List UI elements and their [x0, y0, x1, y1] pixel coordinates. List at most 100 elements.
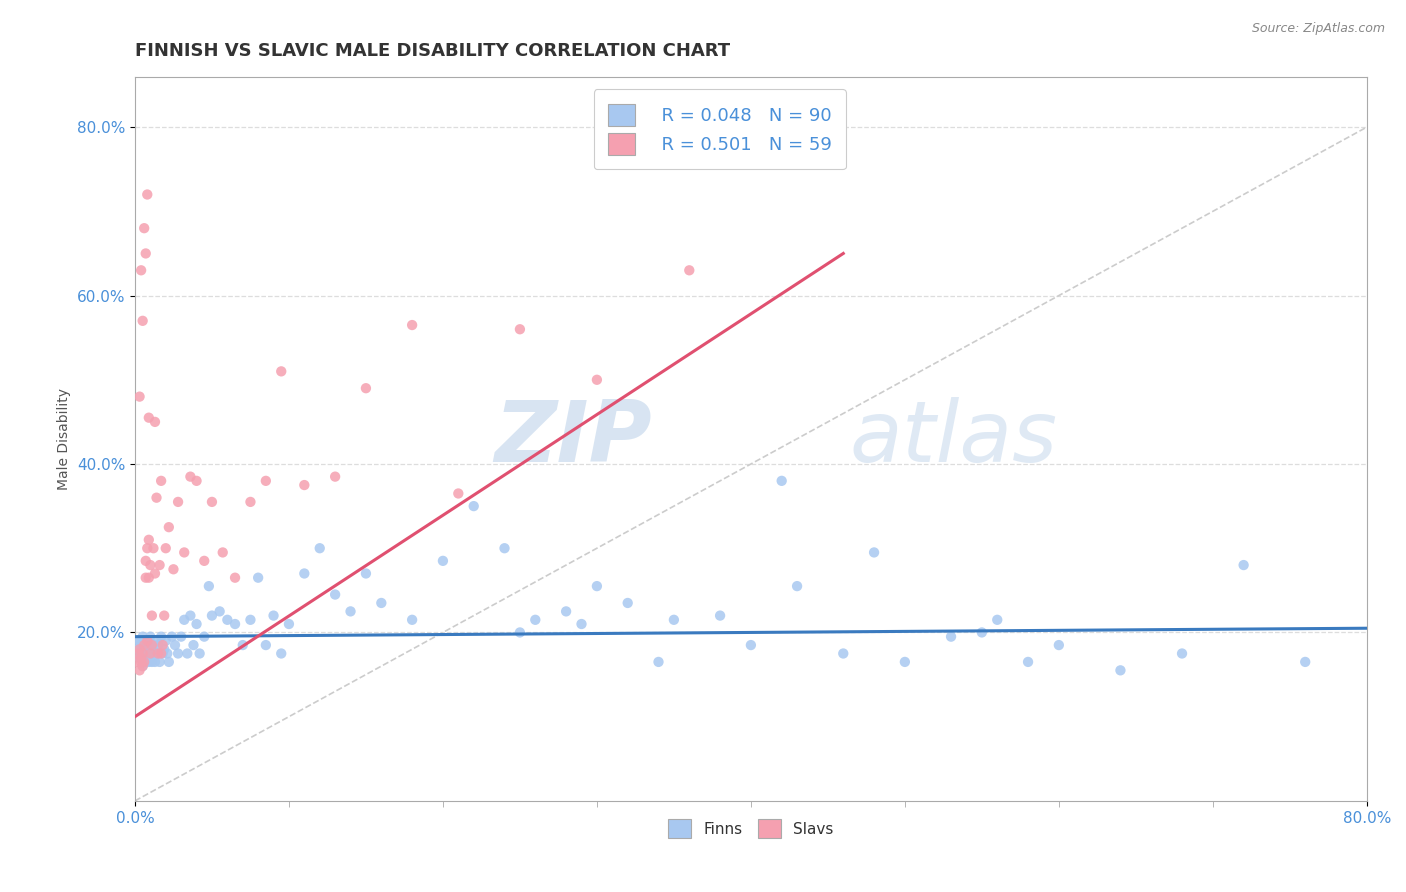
Point — [1233, 558, 1256, 572]
Point — [163, 638, 186, 652]
Text: atlas: atlas — [849, 397, 1057, 480]
Point — [143, 566, 166, 581]
Point — [146, 647, 169, 661]
Point — [586, 373, 609, 387]
Point — [224, 617, 246, 632]
Point — [1047, 638, 1070, 652]
Point — [494, 541, 516, 556]
Point — [201, 495, 224, 509]
Point — [354, 381, 377, 395]
Point — [138, 638, 160, 652]
Point — [129, 263, 152, 277]
Point — [138, 410, 160, 425]
Point — [370, 596, 392, 610]
Point — [136, 187, 159, 202]
Point — [167, 647, 190, 661]
Point — [217, 613, 239, 627]
Point — [136, 633, 159, 648]
Point — [139, 647, 162, 661]
Point — [131, 630, 153, 644]
Point — [155, 541, 177, 556]
Point — [786, 579, 808, 593]
Point — [125, 655, 148, 669]
Point — [254, 638, 277, 652]
Point — [524, 613, 547, 627]
Point — [616, 596, 638, 610]
Point — [170, 630, 193, 644]
Point — [136, 541, 159, 556]
Point — [555, 604, 578, 618]
Point — [863, 545, 886, 559]
Point — [323, 588, 346, 602]
Point — [142, 541, 165, 556]
Point — [239, 613, 262, 627]
Point — [1171, 647, 1194, 661]
Point — [155, 633, 177, 648]
Point — [143, 655, 166, 669]
Point — [145, 491, 167, 505]
Point — [894, 655, 917, 669]
Point — [401, 318, 423, 332]
Point — [127, 647, 149, 661]
Point — [129, 647, 152, 661]
Point — [157, 655, 180, 669]
Point — [134, 655, 156, 669]
Point — [678, 263, 700, 277]
Point — [145, 633, 167, 648]
Point — [149, 558, 172, 572]
Point — [198, 579, 221, 593]
Point — [1109, 664, 1132, 678]
Point — [143, 415, 166, 429]
Point — [247, 571, 270, 585]
Point — [662, 613, 685, 627]
Point — [150, 647, 173, 661]
Point — [188, 647, 211, 661]
Point — [323, 469, 346, 483]
Point — [179, 608, 201, 623]
Point — [131, 659, 153, 673]
Point — [136, 633, 159, 648]
Point — [193, 630, 215, 644]
Point — [146, 647, 169, 661]
Text: Source: ZipAtlas.com: Source: ZipAtlas.com — [1251, 22, 1385, 36]
Point — [141, 608, 163, 623]
Point — [292, 478, 315, 492]
Point — [152, 647, 174, 661]
Legend: Finns, Slavs: Finns, Slavs — [662, 814, 839, 844]
Point — [139, 630, 162, 644]
Point — [208, 604, 231, 618]
Point — [131, 314, 153, 328]
Point — [129, 638, 152, 652]
Point — [131, 647, 153, 661]
Point — [183, 638, 205, 652]
Point — [127, 642, 149, 657]
Point — [270, 647, 292, 661]
Point — [142, 638, 165, 652]
Point — [179, 469, 201, 483]
Text: ZIP: ZIP — [495, 397, 652, 480]
Point — [149, 655, 172, 669]
Point — [201, 608, 224, 623]
Point — [509, 322, 531, 336]
Point — [173, 613, 195, 627]
Point — [354, 566, 377, 581]
Point — [135, 571, 157, 585]
Point — [401, 613, 423, 627]
Point — [134, 221, 156, 235]
Point — [162, 562, 184, 576]
Point — [939, 630, 962, 644]
Point — [173, 545, 195, 559]
Point — [131, 659, 153, 673]
Point — [125, 633, 148, 648]
Point — [463, 499, 485, 513]
Point — [263, 608, 285, 623]
Point — [432, 554, 454, 568]
Point — [156, 647, 179, 661]
Point — [270, 364, 292, 378]
Point — [146, 638, 169, 652]
Point — [141, 642, 163, 657]
Point — [1017, 655, 1039, 669]
Point — [141, 638, 163, 652]
Point — [157, 520, 180, 534]
Point — [986, 613, 1008, 627]
